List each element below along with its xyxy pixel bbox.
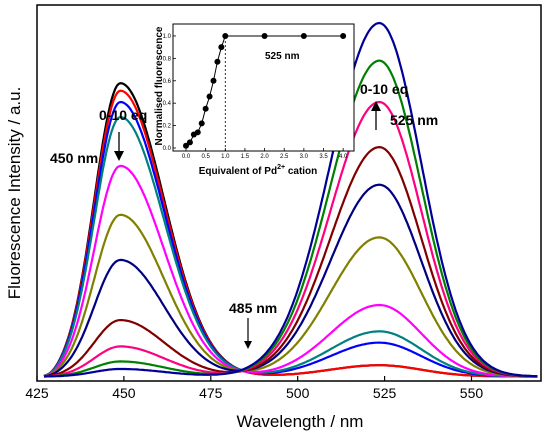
x-tick-label-475: 475 <box>199 385 223 401</box>
inset-x-tick-label-8: 4.0 <box>339 154 348 160</box>
inset-chart: 0.0 0.5 1.0 1.5 2.0 2.5 3.0 3.5 4.0 0.0 0.2 0.4 0.6 0… <box>154 23 355 177</box>
series-line-2 <box>43 100 538 378</box>
x-tick-label-425: 425 <box>25 385 49 401</box>
inset-y-tick-label-2: 0.4 <box>163 101 172 107</box>
inset-y-tick-label-3: 0.6 <box>163 79 172 85</box>
series-line-10 <box>44 21 538 378</box>
inset-x-tick-label-7: 3.5 <box>319 154 328 160</box>
inset-x-title: Equivalent of Pd2+ cation <box>199 164 318 177</box>
inset-y-tick-label-4: 0.8 <box>163 56 172 62</box>
arrow-485-head <box>244 341 252 349</box>
inset-x-title-sup: 2+ <box>277 164 285 171</box>
inset-point-6 <box>206 93 213 100</box>
arrow-left-head <box>114 151 124 161</box>
inset-point-9 <box>218 44 225 51</box>
inset-point-3 <box>194 129 201 136</box>
inset-point-8 <box>214 58 221 65</box>
inset-y-title: Normalised fluorescence <box>154 26 165 145</box>
plot-frame <box>36 4 542 382</box>
series-line-3 <box>43 115 538 378</box>
series-line-4 <box>43 164 538 378</box>
inset-point-12 <box>300 32 307 39</box>
inset-frame <box>172 23 355 152</box>
annotation-485nm: 485 nm <box>229 300 277 316</box>
series-line-6 <box>43 183 538 378</box>
inset-x-tick-label-5: 2.5 <box>280 154 289 160</box>
inset-x-tick-label-1: 0.5 <box>201 154 210 160</box>
inset-x-tick-label-6: 3.0 <box>300 154 309 160</box>
y-axis-title: Fluorescence Intensity / a.u. <box>5 87 24 300</box>
inset-x-tick-label-3: 1.5 <box>241 154 250 160</box>
inset-point-0 <box>183 142 189 149</box>
series-line-7 <box>43 146 538 378</box>
inset-point-10 <box>222 32 229 39</box>
annotation-525nm: 525 nm <box>390 112 438 128</box>
x-axis-title: Wavelength / nm <box>237 412 364 431</box>
series-line-8 <box>44 100 538 378</box>
x-ticks: 425 450 475 500 525 550 <box>25 376 483 401</box>
inset-point-1 <box>186 139 193 146</box>
inset-x-tick-label-4: 2.0 <box>260 154 269 160</box>
inset-x-title-main: Equivalent of Pd <box>199 166 277 177</box>
inset-layer: 0.0 0.5 1.0 1.5 2.0 2.5 3.0 3.5 4.0 0.0 0.2 0.4 0.6 0… <box>163 32 348 160</box>
inset-x-title-suffix: cation <box>285 166 317 177</box>
inset-y-tick-label-5: 1.0 <box>163 34 172 40</box>
inset-x-tick-label-2: 1.0 <box>221 154 230 160</box>
x-tick-label-550: 550 <box>460 385 484 401</box>
inset-point-4 <box>198 120 205 127</box>
series-line-1 <box>43 89 538 378</box>
inset-annotation-525nm: 525 nm <box>265 51 300 62</box>
inset-point-13 <box>340 32 347 39</box>
x-tick-label-525: 525 <box>373 385 397 401</box>
x-tick-label-450: 450 <box>112 385 136 401</box>
annotation-450nm: 450 nm <box>50 150 98 166</box>
inset-point-5 <box>202 105 209 112</box>
arrow-right-head <box>371 101 381 111</box>
inset-point-7 <box>210 77 217 84</box>
inset-x-tick-label-0: 0.0 <box>182 154 191 160</box>
x-tick-label-500: 500 <box>286 385 310 401</box>
inset-y-tick-label-0: 0.0 <box>163 146 172 152</box>
series-line-9 <box>43 59 538 378</box>
series-layer <box>43 21 538 378</box>
inset-point-11 <box>261 32 268 39</box>
annotation-eq-right: 0-10 eq <box>360 81 408 97</box>
series-line-5 <box>43 213 538 378</box>
inset-y-tick-label-1: 0.2 <box>163 124 172 130</box>
annotation-eq-left: 0-10 eq <box>99 107 147 123</box>
